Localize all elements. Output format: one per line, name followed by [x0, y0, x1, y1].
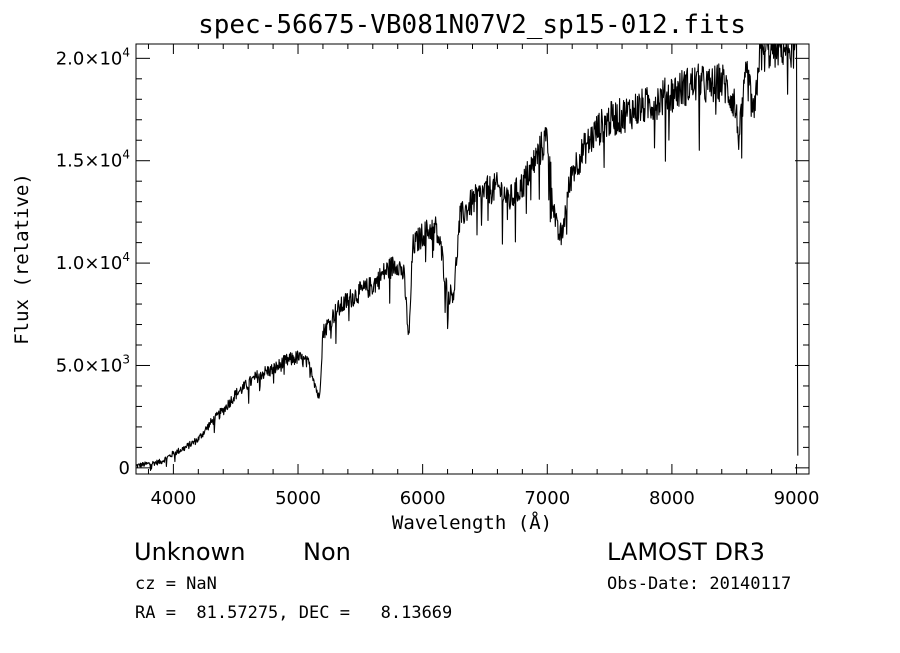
x-tick-label: 4000	[150, 488, 196, 509]
x-tick-label: 5000	[275, 488, 321, 509]
plot-frame	[135, 43, 810, 475]
x-tick-label: 9000	[774, 488, 820, 509]
y-tick-label: 1.5×104	[56, 148, 130, 172]
object-class: Unknown	[134, 538, 246, 566]
survey-label: LAMOST DR3	[607, 538, 765, 566]
y-tick-label: 0	[119, 458, 130, 479]
y-axis-label: Flux (relative)	[11, 173, 33, 345]
spectrum-line	[135, 43, 799, 471]
redshift-text: cz = NaN	[135, 574, 217, 594]
coordinates-text: RA = 81.57275, DEC = 8.13669	[135, 603, 453, 623]
tick-labels-layer: 4000 5000 6000 7000 8000 9000 0 5.0×103 1.0×104 1…	[56, 45, 820, 509]
x-axis-label: Wavelength (Å)	[392, 511, 552, 534]
y-tick-label: 1.0×104	[56, 250, 130, 274]
x-tick-label: 7000	[524, 488, 570, 509]
ticks-layer	[136, 44, 809, 474]
y-tick-label: 2.0×104	[56, 45, 130, 69]
y-tick-label: 5.0×103	[56, 352, 130, 376]
x-tick-label: 6000	[400, 488, 446, 509]
obs-date-text: Obs-Date: 20140117	[607, 574, 792, 594]
object-subclass: Non	[303, 538, 351, 566]
chart-title: spec-56675-VB081N07V2_sp15-012.fits	[198, 10, 746, 40]
x-tick-label: 8000	[649, 488, 695, 509]
